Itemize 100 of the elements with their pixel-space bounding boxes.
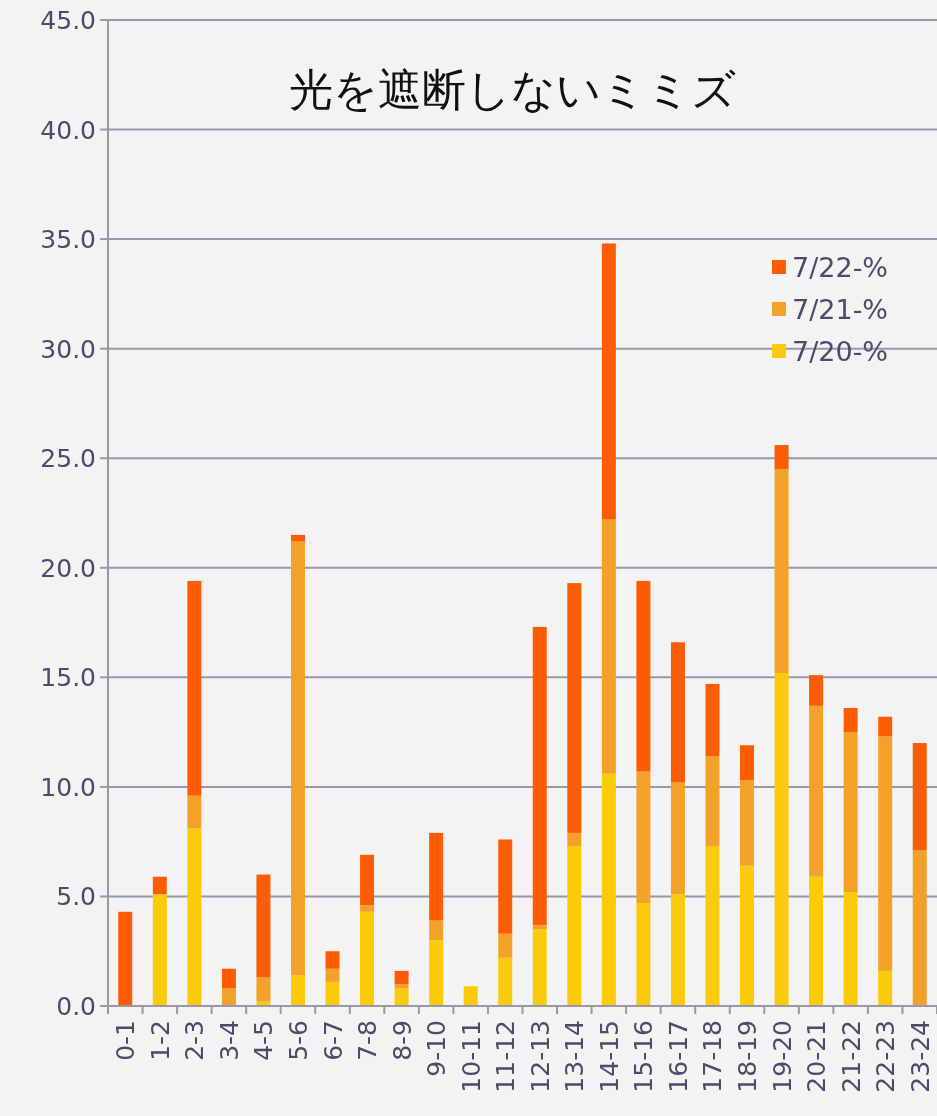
bar xyxy=(809,705,824,877)
bar xyxy=(429,920,444,941)
bar xyxy=(843,732,858,893)
bar xyxy=(670,894,685,1006)
x-tick-label: 14-15 xyxy=(594,1020,624,1093)
y-tick-label: 0.0 xyxy=(56,992,96,1021)
y-tick-label: 45.0 xyxy=(40,6,96,35)
bar xyxy=(636,903,651,1006)
x-tick-label: 22-23 xyxy=(871,1020,901,1093)
bar xyxy=(567,832,582,847)
x-tick-label: 11-12 xyxy=(491,1020,521,1093)
x-tick-label: 0-1 xyxy=(111,1020,141,1061)
x-tick-label: 23-24 xyxy=(905,1020,935,1093)
bar xyxy=(774,469,789,673)
bar xyxy=(325,968,340,982)
x-tick-label: 7-8 xyxy=(353,1020,383,1061)
bar xyxy=(567,583,582,833)
bar xyxy=(843,892,858,1006)
x-tick-label: 18-19 xyxy=(733,1020,763,1093)
bar xyxy=(429,832,444,921)
bar xyxy=(394,984,409,989)
bar xyxy=(118,911,133,1006)
x-tick-label: 12-13 xyxy=(525,1020,555,1093)
x-tick-label: 8-9 xyxy=(387,1020,417,1061)
x-tick-label: 9-10 xyxy=(422,1020,452,1077)
x-tick-label: 3-4 xyxy=(214,1020,244,1061)
bar xyxy=(290,534,305,542)
bar xyxy=(360,905,375,912)
bar xyxy=(498,933,513,958)
bar xyxy=(774,672,789,1006)
bar xyxy=(187,580,202,796)
x-tick-label: 5-6 xyxy=(283,1020,313,1061)
bar xyxy=(843,708,858,733)
x-tick-label: 10-11 xyxy=(456,1020,486,1093)
x-tick-label: 6-7 xyxy=(318,1020,348,1061)
bar xyxy=(636,580,651,772)
bar xyxy=(463,986,478,1006)
bar xyxy=(809,675,824,706)
bar xyxy=(532,929,547,1006)
bar xyxy=(705,683,720,757)
y-tick-label: 10.0 xyxy=(40,772,96,802)
bar xyxy=(325,981,340,1006)
x-tick-label: 21-22 xyxy=(836,1020,866,1093)
bar xyxy=(878,716,893,737)
bar xyxy=(498,839,513,934)
bar xyxy=(878,970,893,1006)
y-tick-label: 35.0 xyxy=(40,225,96,255)
bar xyxy=(670,782,685,895)
x-tick-label: 1-2 xyxy=(145,1020,175,1061)
bar xyxy=(740,745,755,781)
x-tick-label: 4-5 xyxy=(249,1020,279,1061)
y-tick-label: 5.0 xyxy=(56,882,96,912)
bar xyxy=(394,988,409,1006)
bar xyxy=(290,975,305,1006)
bar xyxy=(740,865,755,1006)
legend-label: 7/20-% xyxy=(792,336,889,367)
y-tick-label: 40.0 xyxy=(40,115,96,145)
bar xyxy=(567,846,582,1006)
legend-label: 7/21-% xyxy=(792,294,889,325)
bar xyxy=(601,773,616,1006)
bar xyxy=(394,970,409,985)
bar xyxy=(360,911,375,1006)
y-tick-label: 25.0 xyxy=(40,444,96,474)
bar xyxy=(290,541,305,976)
bar xyxy=(601,519,616,774)
bar xyxy=(809,876,824,1006)
bar xyxy=(256,874,271,978)
bar xyxy=(152,894,167,1006)
bar xyxy=(774,445,789,470)
bar xyxy=(221,988,236,1006)
bar xyxy=(912,743,927,851)
bar xyxy=(360,854,375,906)
bar xyxy=(740,780,755,866)
x-tick-label: 2-3 xyxy=(180,1020,210,1061)
bar xyxy=(325,951,340,969)
bar xyxy=(187,828,202,1006)
bar xyxy=(429,940,444,1006)
bar xyxy=(636,771,651,904)
bar xyxy=(705,756,720,847)
bar xyxy=(532,626,547,925)
bar xyxy=(256,977,271,1002)
x-tick-label: 16-17 xyxy=(663,1020,693,1093)
bar xyxy=(221,968,236,989)
bar xyxy=(601,243,616,520)
y-tick-label: 15.0 xyxy=(40,663,96,693)
bar xyxy=(705,846,720,1006)
x-tick-label: 17-18 xyxy=(698,1020,728,1093)
bar xyxy=(152,876,167,895)
bar xyxy=(878,736,893,971)
text: 光を遮断しないミミズ xyxy=(288,64,736,115)
bar xyxy=(532,924,547,930)
legend-label: 7/22-% xyxy=(792,252,889,283)
x-tick-label: 15-16 xyxy=(629,1020,659,1093)
bar xyxy=(670,642,685,783)
x-tick-label: 13-14 xyxy=(560,1020,590,1093)
y-tick-label: 20.0 xyxy=(40,553,96,583)
x-tick-label: 20-21 xyxy=(802,1020,832,1093)
bar xyxy=(187,795,202,829)
x-tick-label: 19-20 xyxy=(767,1020,797,1093)
y-tick-label: 30.0 xyxy=(40,334,96,364)
